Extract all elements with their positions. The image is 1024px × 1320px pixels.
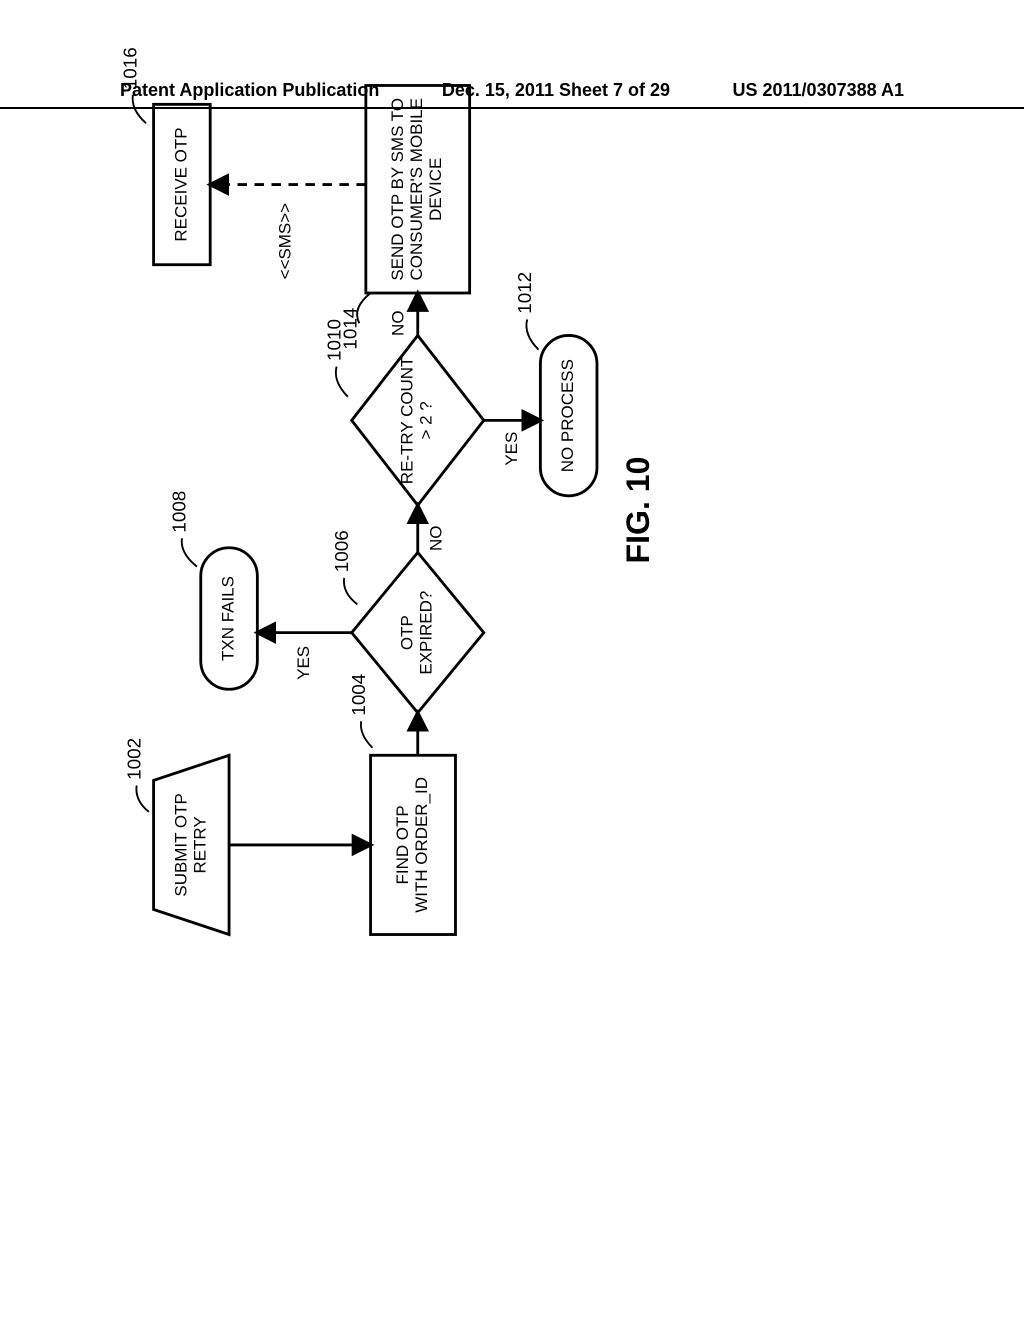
svg-text:1006: 1006: [331, 530, 352, 572]
edge: YES: [257, 633, 351, 680]
edge: NO: [389, 293, 418, 336]
node-n1016: RECEIVE OTP: [154, 104, 211, 264]
edge: NO: [418, 505, 446, 552]
svg-text:RECEIVE OTP: RECEIVE OTP: [171, 127, 190, 241]
svg-text:SUBMIT OTP: SUBMIT OTP: [171, 793, 190, 896]
figure-rotated-container: YESNOYESNO<<SMS>> SUBMIT OTPRETRYFIND OT…: [20, 290, 1020, 1010]
node-n1002: SUBMIT OTPRETRY: [154, 755, 229, 934]
svg-text:1014: 1014: [339, 308, 360, 350]
edge: YES: [484, 420, 541, 465]
svg-text:EXPIRED?: EXPIRED?: [417, 591, 436, 675]
flowchart: YES NO YES NO <<SMS>> SUBMIT OTPRETRY FIND OT…: [20, 10, 740, 1010]
header-right: US 2011/0307388 A1: [733, 80, 904, 101]
ref-n1008: 1008: [169, 491, 197, 567]
node-n1014: SEND OTP BY SMS TOCONSUMER'S MOBILEDEVIC…: [366, 85, 470, 293]
svg-text:TXN FAILS: TXN FAILS: [219, 576, 238, 661]
node-n1004: FIND OTPWITH ORDER_ID: [371, 755, 456, 934]
node-n1006: OTPEXPIRED?: [352, 552, 484, 712]
svg-text:YES: YES: [502, 432, 521, 466]
svg-text:OTP: OTP: [398, 615, 417, 650]
svg-text:1016: 1016: [120, 47, 141, 89]
ref-n1014: 1014: [339, 293, 370, 350]
svg-text:RETRY: RETRY: [190, 816, 209, 873]
svg-text:WITH ORDER_ID: WITH ORDER_ID: [412, 777, 431, 913]
svg-text:NO PROCESS: NO PROCESS: [558, 359, 577, 472]
edge: <<SMS>>: [210, 185, 366, 280]
svg-text:RE-TRY COUNT: RE-TRY COUNT: [398, 357, 417, 485]
svg-text:1012: 1012: [514, 272, 535, 314]
page: Patent Application Publication Dec. 15, …: [0, 0, 1024, 1320]
svg-text:SEND OTP BY SMS TO: SEND OTP BY SMS TO: [388, 98, 407, 281]
svg-text:NO: NO: [426, 526, 445, 551]
svg-text:CONSUMER'S MOBILE: CONSUMER'S MOBILE: [407, 98, 426, 280]
figure-label: FIG. 10: [620, 457, 656, 564]
svg-text:1008: 1008: [169, 491, 190, 533]
ref-n1002: 1002: [123, 738, 148, 812]
node-n1010: RE-TRY COUNT> 2 ?: [352, 335, 484, 505]
svg-text:1004: 1004: [348, 674, 369, 716]
svg-text:FIND OTP: FIND OTP: [393, 805, 412, 884]
svg-text:> 2 ?: > 2 ?: [417, 401, 436, 439]
ref-n1016: 1016: [120, 47, 146, 123]
node-n1008: TXN FAILS: [201, 548, 258, 690]
svg-text:YES: YES: [294, 646, 313, 680]
svg-text:<<SMS>>: <<SMS>>: [275, 203, 294, 279]
node-n1012: NO PROCESS: [540, 335, 597, 495]
svg-text:DEVICE: DEVICE: [426, 158, 445, 221]
ref-n1004: 1004: [348, 674, 373, 748]
ref-n1012: 1012: [514, 272, 539, 350]
svg-text:1002: 1002: [123, 738, 144, 780]
svg-text:NO: NO: [389, 310, 408, 335]
ref-n1006: 1006: [331, 530, 357, 604]
